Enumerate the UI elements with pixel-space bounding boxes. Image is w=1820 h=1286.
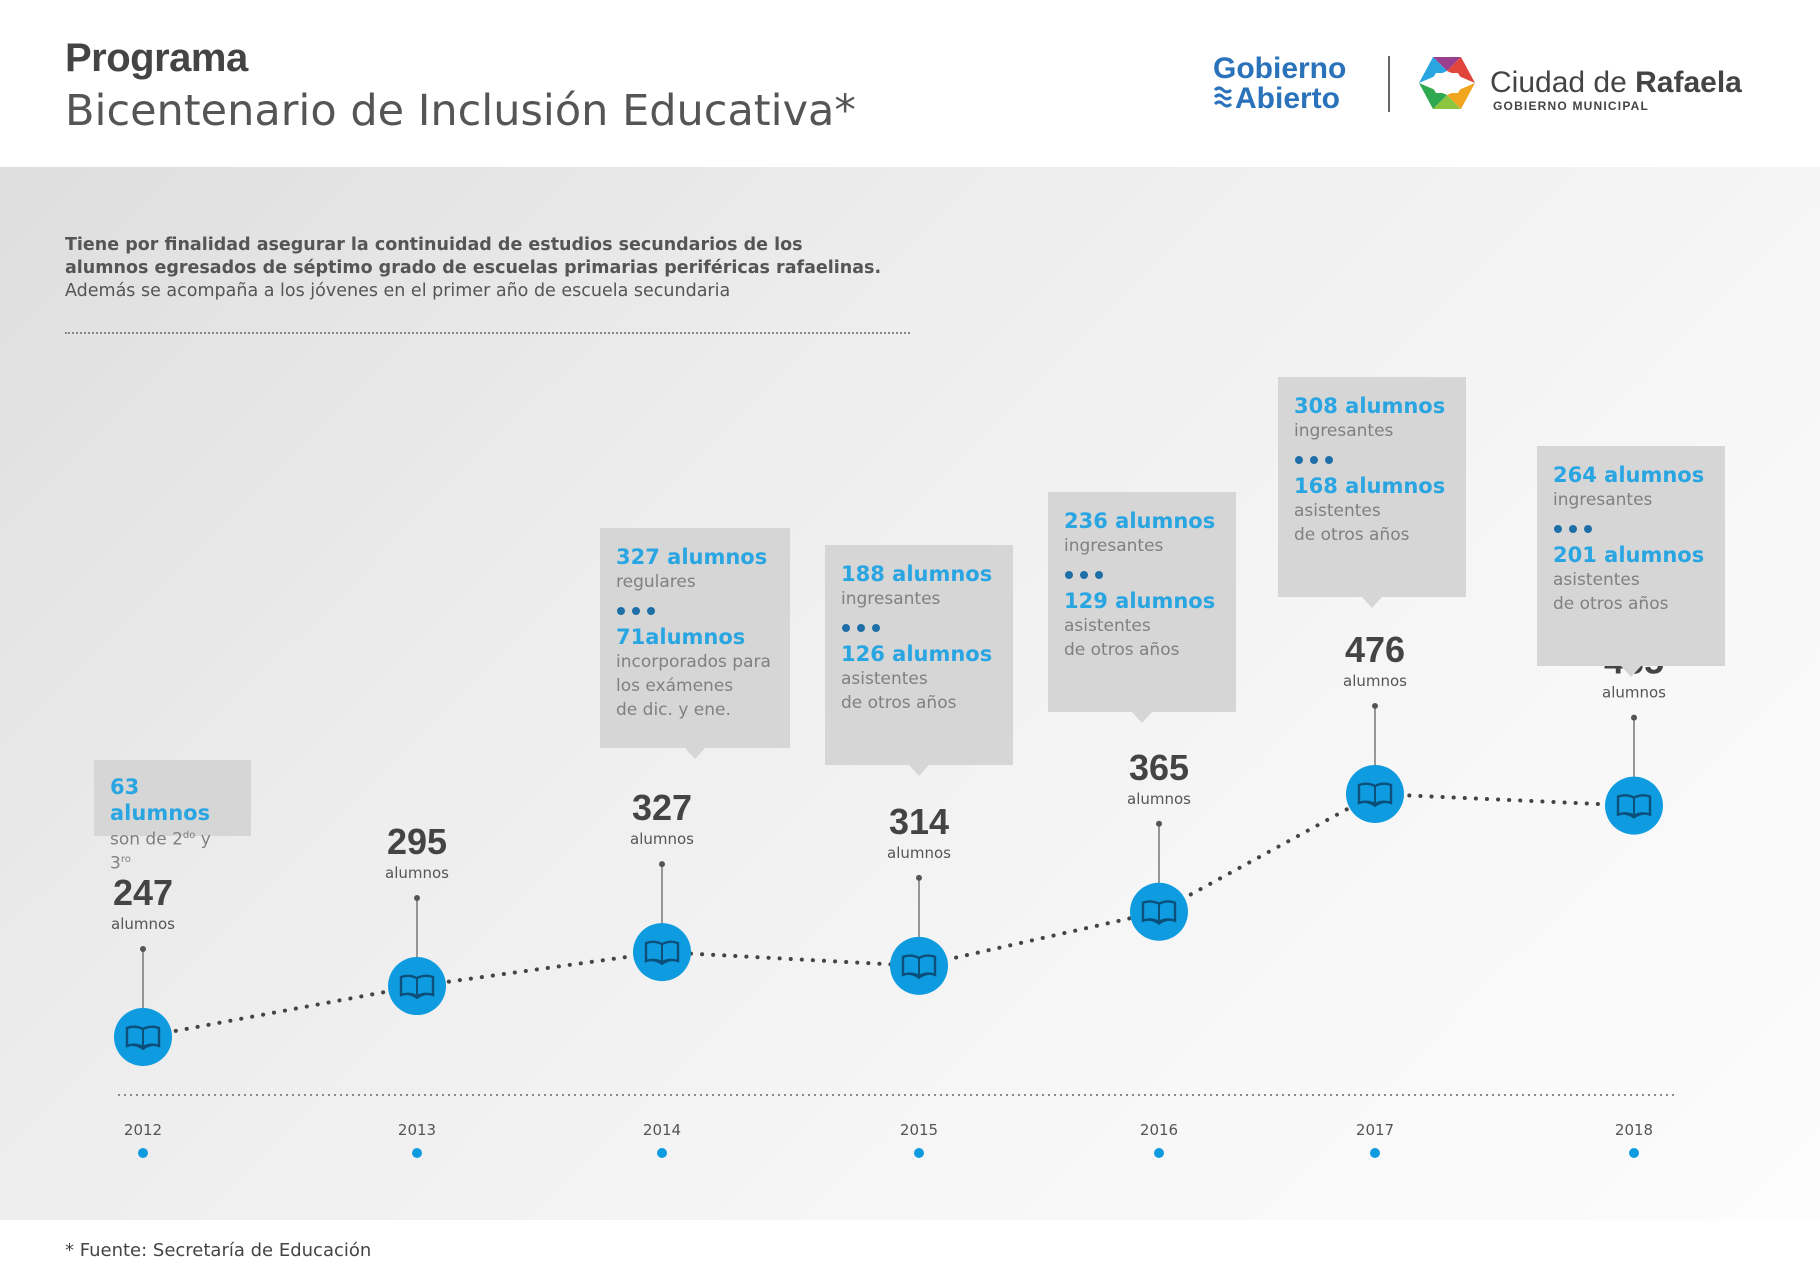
unit-label-2012: alumnos	[111, 915, 175, 933]
open-book-icon	[1616, 794, 1652, 819]
x-tick-label-2016: 2016	[1140, 1121, 1178, 1139]
x-tick-dot-2013	[412, 1148, 422, 1158]
callout-2014: 327 alumnos regulares 71alumnos incorporado…	[600, 528, 790, 759]
unit-label-2013: alumnos	[385, 864, 449, 882]
rafaela-text: Rafaela	[1635, 66, 1742, 99]
callout-count-2014-2: 71alumnos	[616, 625, 746, 649]
ciudad-de-rafaela-name: Ciudad de Rafaela	[1490, 66, 1742, 100]
x-tick-label-2014: 2014	[643, 1121, 681, 1139]
ciudad-de-text: Ciudad de	[1490, 66, 1627, 99]
header: Programa Bicentenario de Inclusión Educa…	[0, 0, 1820, 167]
open-book-icon	[1141, 900, 1177, 926]
callout-2015: 188 alumnos ingresantes 126 alumnos asisten…	[825, 545, 1013, 776]
value-label-2012: 247	[113, 872, 173, 913]
unit-label-2014: alumnos	[630, 830, 694, 848]
intro-normal-line: Además se acompaña a los jóvenes en el p…	[65, 281, 731, 301]
ellipsis-dots-icon	[1064, 558, 1220, 588]
x-tick-dot-2014	[657, 1148, 667, 1158]
callout-desc-2015-2: asistentes de otros años	[841, 669, 957, 713]
page-subtitle: Bicentenario de Inclusión Educativa*	[65, 86, 856, 136]
callout-desc-2017-2: asistentes de otros años	[1294, 501, 1410, 545]
leader-dot-2014	[659, 861, 665, 868]
leader-dot-2018	[1631, 714, 1637, 721]
callout-count-2015-2: 126 alumnos	[841, 642, 993, 666]
callout-desc-2015-1: ingresantes	[841, 589, 941, 609]
x-tick-dot-2015	[914, 1148, 924, 1158]
callout-count-2016-1: 236 alumnos	[1064, 509, 1216, 533]
callout-2018: 264 alumnos ingresantes 201 alumnos asisten…	[1537, 446, 1725, 677]
value-label-2015: 314	[889, 801, 949, 842]
logo-divider	[1388, 56, 1390, 112]
leader-dot-2016	[1156, 820, 1162, 827]
callout-desc-2016-1: ingresantes	[1064, 536, 1164, 556]
open-book-icon	[644, 940, 680, 966]
intro-bold-line-1: Tiene por finalidad asegurar la continui…	[65, 235, 803, 255]
callout-2012: 63 alumnos son de 2do y 3ro	[94, 760, 251, 873]
callout-desc-2014-1: regulares	[616, 572, 696, 592]
leader-dot-2015	[916, 874, 922, 881]
gobierno-abierto-word2: Abierto	[1235, 82, 1340, 115]
x-tick-label-2015: 2015	[900, 1121, 938, 1139]
callout-desc-2016-2: asistentes de otros años	[1064, 616, 1180, 660]
page-title: Programa	[65, 36, 248, 80]
callout-count-2012: 63 alumnos	[110, 775, 211, 825]
callout-2016: 236 alumnos ingresantes 129 alumnos asisten…	[1048, 492, 1236, 723]
ellipsis-dots-icon	[1553, 512, 1709, 542]
source-footnote: * Fuente: Secretaría de Educación	[65, 1240, 372, 1261]
superscript-2: ro	[120, 853, 131, 865]
x-tick-label-2017: 2017	[1356, 1121, 1394, 1139]
callout-count-2017-2: 168 alumnos	[1294, 474, 1446, 498]
intro-divider	[65, 332, 910, 334]
open-book-icon	[399, 974, 435, 1000]
x-tick-label-2013: 2013	[398, 1121, 436, 1139]
intro-bold-line-2: alumnos egresados de séptimo grado de es…	[65, 258, 882, 278]
open-book-icon	[1357, 782, 1393, 808]
callout-desc-2018-1: ingresantes	[1553, 490, 1653, 510]
gobierno-abierto-logo: Gobierno Abierto	[1213, 54, 1346, 114]
ellipsis-dots-icon	[1294, 443, 1450, 473]
intro-text: Tiene por finalidad asegurar la continui…	[65, 234, 945, 303]
callout-desc-2014-2: incorporados para los exámenes de dic. y…	[616, 652, 771, 720]
hexagon-logo-icon	[1419, 57, 1475, 109]
ellipsis-dots-icon	[841, 611, 997, 641]
x-tick-label-2012: 2012	[124, 1121, 162, 1139]
x-tick-dot-2012	[138, 1148, 148, 1158]
value-label-2013: 295	[387, 821, 447, 862]
ellipsis-dots-icon	[616, 594, 774, 624]
x-tick-label-2018: 2018	[1615, 1121, 1653, 1139]
unit-label-2018: alumnos	[1602, 684, 1666, 702]
callout-count-2015-1: 188 alumnos	[841, 562, 993, 586]
callout-desc-2018-2: asistentes de otros años	[1553, 570, 1669, 614]
callout-count-2018-2: 201 alumnos	[1553, 543, 1705, 567]
leader-dot-2012	[140, 946, 146, 952]
open-book-icon	[901, 954, 937, 980]
unit-label-2015: alumnos	[887, 844, 951, 862]
leader-dot-2013	[414, 895, 420, 902]
value-label-2014: 327	[632, 787, 692, 828]
value-label-2016: 365	[1129, 747, 1189, 788]
callout-count-2018-1: 264 alumnos	[1553, 463, 1705, 487]
value-label-2017: 476	[1345, 629, 1405, 670]
callout-desc-2017-1: ingresantes	[1294, 421, 1394, 441]
x-tick-dot-2017	[1370, 1148, 1380, 1158]
leader-dot-2017	[1372, 702, 1378, 709]
callout-count-2017-1: 308 alumnos	[1294, 394, 1446, 418]
gobierno-abierto-word1: Gobierno	[1213, 52, 1347, 85]
gobierno-municipal-text: GOBIERNO MUNICIPAL	[1493, 99, 1650, 113]
open-book-icon	[125, 1025, 161, 1051]
callout-2017: 308 alumnos ingresantes 168 alumnos asisten…	[1278, 377, 1466, 608]
waves-icon	[1213, 86, 1233, 108]
unit-label-2016: alumnos	[1127, 790, 1191, 808]
x-tick-dot-2016	[1154, 1148, 1164, 1158]
x-tick-dot-2018	[1629, 1148, 1639, 1158]
callout-count-2014-1: 327 alumnos	[616, 545, 768, 569]
callout-count-2016-2: 129 alumnos	[1064, 589, 1216, 613]
unit-label-2017: alumnos	[1343, 672, 1407, 690]
callout-desc-2012: son de 2do y 3ro	[110, 829, 211, 874]
superscript-1: do	[182, 830, 196, 841]
